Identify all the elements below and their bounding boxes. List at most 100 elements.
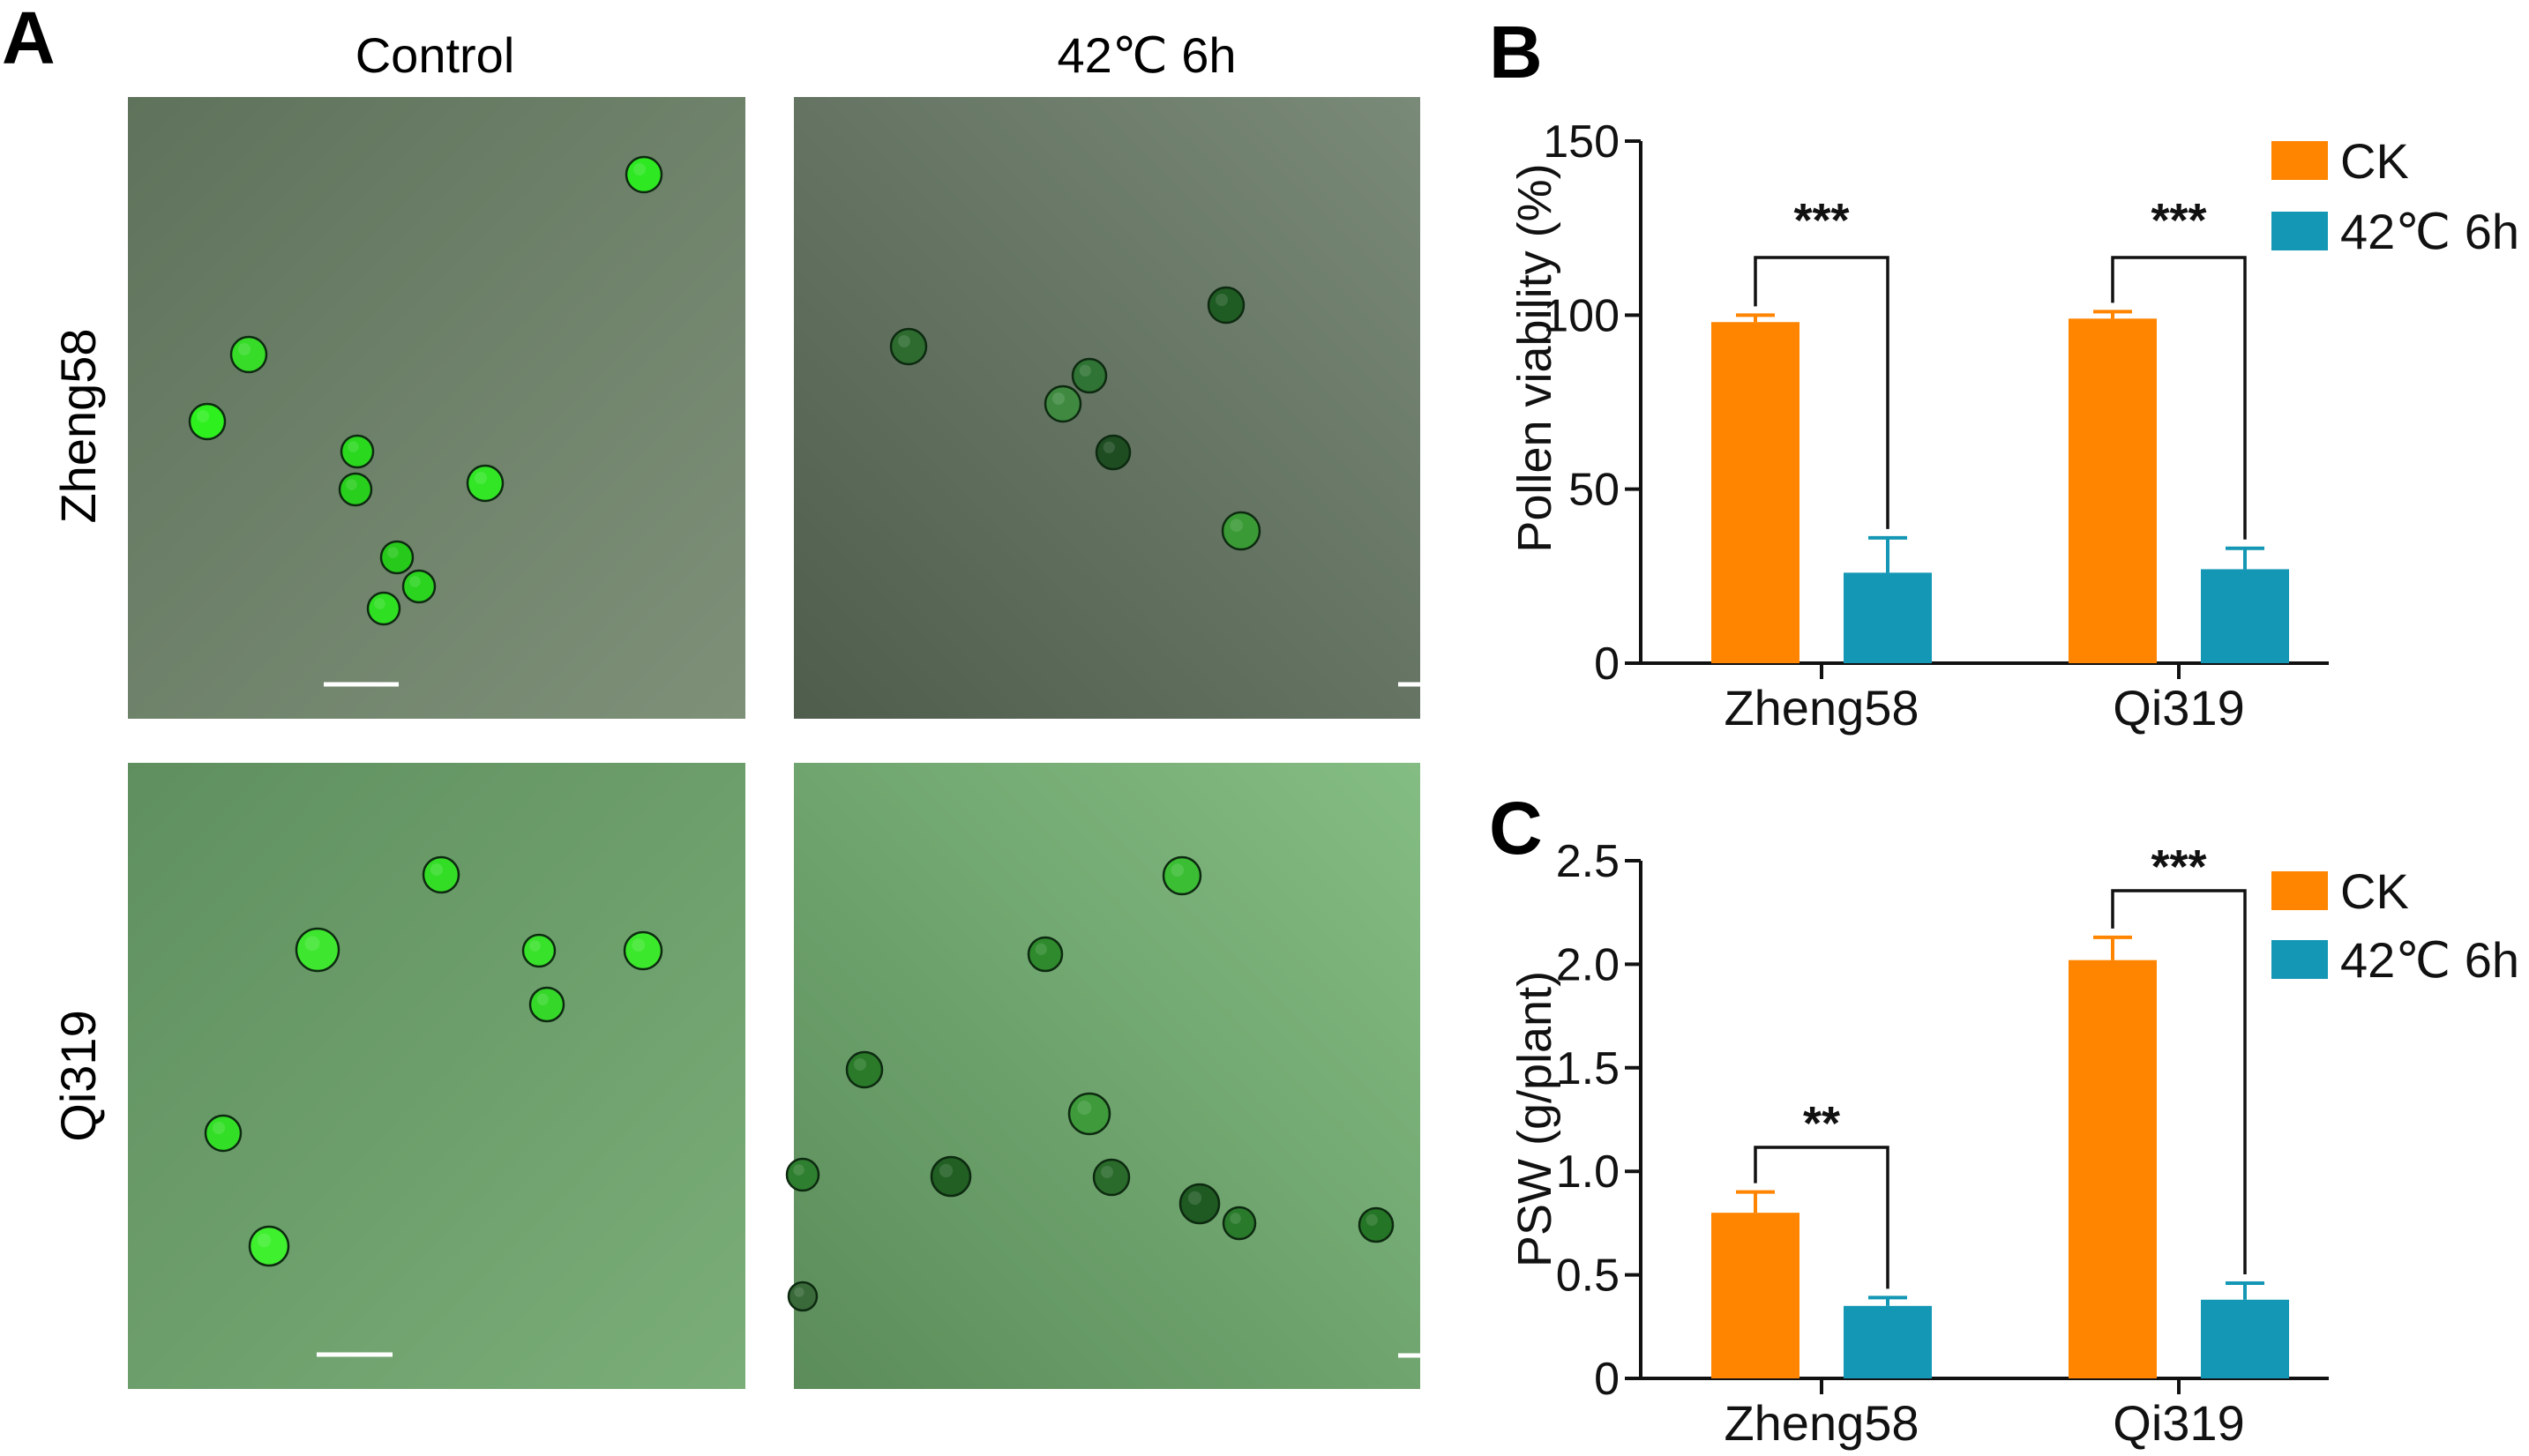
col-header-heat: 42℃ 6h [1057, 27, 1236, 83]
pollen-highlight [197, 410, 209, 422]
pollen-highlight [1187, 1191, 1202, 1206]
nonviable-pollen-grain [1358, 1206, 1395, 1243]
pollen-highlight [346, 479, 357, 490]
pollen-highlight [939, 1163, 954, 1178]
nonviable-pollen-grain [1027, 936, 1064, 973]
significance-bracket [2111, 889, 2247, 1274]
nonviable-pollen-grain [785, 1157, 820, 1192]
pollen-highlight [854, 1058, 866, 1071]
nonviable-pollen-grain [845, 1050, 884, 1089]
micrograph-background [128, 97, 745, 719]
micrograph-background [794, 97, 1420, 719]
pollen-highlight [257, 1233, 272, 1248]
viable-pollen-grain [366, 591, 401, 626]
micrograph-background [794, 763, 1420, 1389]
viable-pollen-grain [204, 1114, 243, 1153]
x-tick-label: Qi319 [2113, 680, 2244, 735]
pollen-highlight [1035, 943, 1047, 955]
pollen-highlight [1216, 294, 1228, 306]
pollen-highlight [374, 598, 385, 609]
y-tick-label: 100 [1543, 290, 1620, 341]
pollen-highlight [213, 1122, 225, 1134]
legend-label: CK [2340, 863, 2409, 919]
x-tick-label: Zheng58 [1724, 1395, 1919, 1451]
nonviable-pollen-grain [787, 1281, 819, 1312]
pollen-highlight [898, 335, 910, 347]
pollen-highlight [632, 938, 646, 952]
y-tick-label: 50 [1568, 465, 1620, 516]
pollen-highlight [536, 993, 549, 1005]
bar-heat [1844, 1305, 1932, 1378]
significance-stars: ** [1803, 1097, 1840, 1150]
significance-stars: *** [2151, 840, 2206, 893]
pollen-highlight [1103, 441, 1115, 453]
y-tick-label: 0 [1594, 1354, 1620, 1405]
nonviable-pollen-grain [1092, 1158, 1131, 1197]
viable-pollen-grain [466, 464, 505, 503]
pollen-highlight [238, 343, 251, 355]
y-tick-label: 0 [1594, 638, 1620, 690]
viable-pollen-grain [521, 933, 557, 968]
pollen-highlight [794, 1287, 804, 1297]
y-tick-label: 2.5 [1556, 836, 1620, 887]
pollen-highlight [348, 441, 359, 452]
legend-swatch-ck [2271, 141, 2328, 180]
viable-pollen-grain [338, 472, 373, 507]
nonviable-pollen-grain [1044, 385, 1082, 423]
significance-bracket [1754, 256, 1889, 529]
pollen-highlight [529, 940, 541, 952]
nonviable-pollen-grain [1067, 1092, 1111, 1136]
legend: CK 42℃ 6h [2271, 863, 2519, 988]
y-tick-label: 150 [1543, 116, 1620, 168]
bar-ck [1711, 322, 1799, 663]
significance-stars: *** [2151, 194, 2206, 247]
nonviable-pollen-grain [930, 1155, 972, 1198]
viable-pollen-grain [379, 540, 415, 575]
pollen-highlight [1230, 1213, 1241, 1224]
pollen-highlight [304, 936, 320, 952]
row-header-qi319: Qi319 [50, 1010, 106, 1141]
legend-swatch-heat [2271, 940, 2328, 979]
nonviable-pollen-grain [1178, 1183, 1221, 1225]
micrograph-qi319-heat [785, 763, 1475, 1389]
y-axis-label: PSW (g/plant) [1508, 971, 1561, 1267]
pollen-highlight [1101, 1166, 1113, 1178]
pollen-highlight [430, 863, 443, 876]
y-tick-label: 1.0 [1556, 1146, 1620, 1198]
pollen-highlight [475, 472, 487, 484]
pollen-highlight [1230, 519, 1244, 533]
viable-pollen-grain [229, 335, 268, 374]
panel-b-letter: B [1489, 11, 1543, 93]
legend-label: 42℃ 6h [2340, 204, 2519, 259]
pollen-highlight [1052, 392, 1065, 405]
panel-c-letter: C [1489, 787, 1543, 870]
nonviable-pollen-grain [1095, 434, 1132, 471]
viable-pollen-grain [295, 927, 340, 973]
significance-stars: *** [1793, 194, 1849, 247]
pollen-highlight [387, 547, 399, 558]
nonviable-pollen-grain [1071, 357, 1108, 394]
bar-heat [1844, 572, 1932, 663]
legend-swatch-ck [2271, 871, 2328, 910]
pollen-highlight [1171, 863, 1185, 877]
y-tick-label: 0.5 [1556, 1251, 1620, 1302]
significance-bracket [2111, 256, 2247, 540]
bar-ck [2069, 318, 2157, 663]
chart-psw: 0 0.5 1.0 1.5 2.0 2.5 PSW (g/plant) Zheng58 ** Qi… [1508, 836, 2519, 1451]
pollen-highlight [633, 163, 646, 175]
y-axis-label: Pollen viability (%) [1508, 163, 1561, 552]
nonviable-pollen-grain [1162, 855, 1202, 896]
viable-pollen-grain [401, 569, 437, 604]
bar-heat [2201, 1299, 2289, 1378]
legend-label: CK [2340, 133, 2409, 189]
bar-ck [2069, 959, 2157, 1378]
pollen-highlight [793, 1164, 804, 1176]
pollen-highlight [1366, 1213, 1378, 1226]
bar-ck [1711, 1213, 1799, 1378]
x-tick-label: Zheng58 [1724, 680, 1919, 735]
bar-heat [2201, 569, 2289, 663]
panel-a-letter: A [2, 0, 56, 79]
viable-pollen-grain [340, 434, 375, 469]
viable-pollen-grain [422, 855, 460, 894]
